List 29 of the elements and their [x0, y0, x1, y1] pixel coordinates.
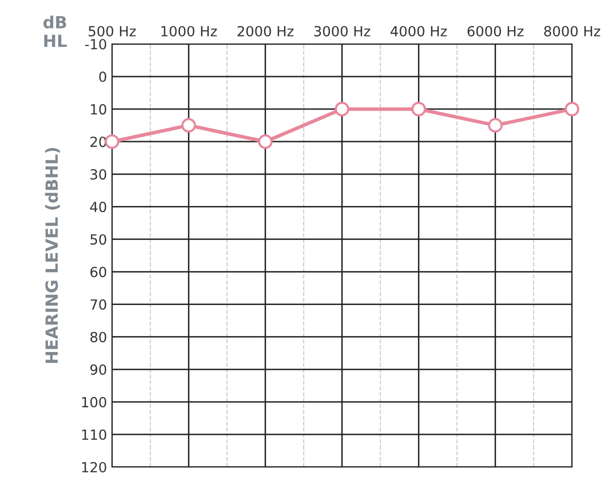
point: [334, 102, 350, 116]
y-tick-label: 0: [99, 72, 106, 82]
x-tick-label: 1000 Hz: [161, 26, 217, 36]
point: [104, 134, 120, 149]
y-tick-label: 110: [82, 429, 106, 440]
y-tick-label: -10: [85, 38, 106, 50]
point: [488, 118, 503, 133]
x-tick-label: 2000 Hz: [238, 26, 294, 36]
y-tick-label: 90: [90, 364, 106, 375]
y-tick-label: 100: [82, 396, 106, 408]
y-tick-label: 30: [90, 169, 106, 180]
y-axis-title: HEARING LEVEL (dBHL): [45, 148, 60, 363]
point: [181, 118, 196, 133]
point: [258, 134, 273, 149]
point: [411, 102, 426, 116]
y-tick-label: 10: [90, 104, 106, 115]
x-tick-label: 500 Hz: [88, 26, 136, 36]
text: dB HL: [43, 16, 67, 47]
x-tick-label: 3000 Hz: [314, 26, 370, 36]
point: [564, 102, 580, 116]
y-tick-label: 80: [90, 332, 106, 342]
y-tick-label: 40: [90, 202, 106, 212]
x-tick-label: 4000 Hz: [390, 26, 447, 36]
y-tick-label: 60: [90, 266, 106, 278]
y-tick-label: 120: [82, 462, 106, 472]
x-tick-label: 6000 Hz: [468, 26, 524, 36]
y-tick-label: 70: [90, 299, 106, 310]
y-tick-label: 50: [90, 234, 106, 245]
x-tick-label: 8000 Hz: [544, 26, 600, 36]
